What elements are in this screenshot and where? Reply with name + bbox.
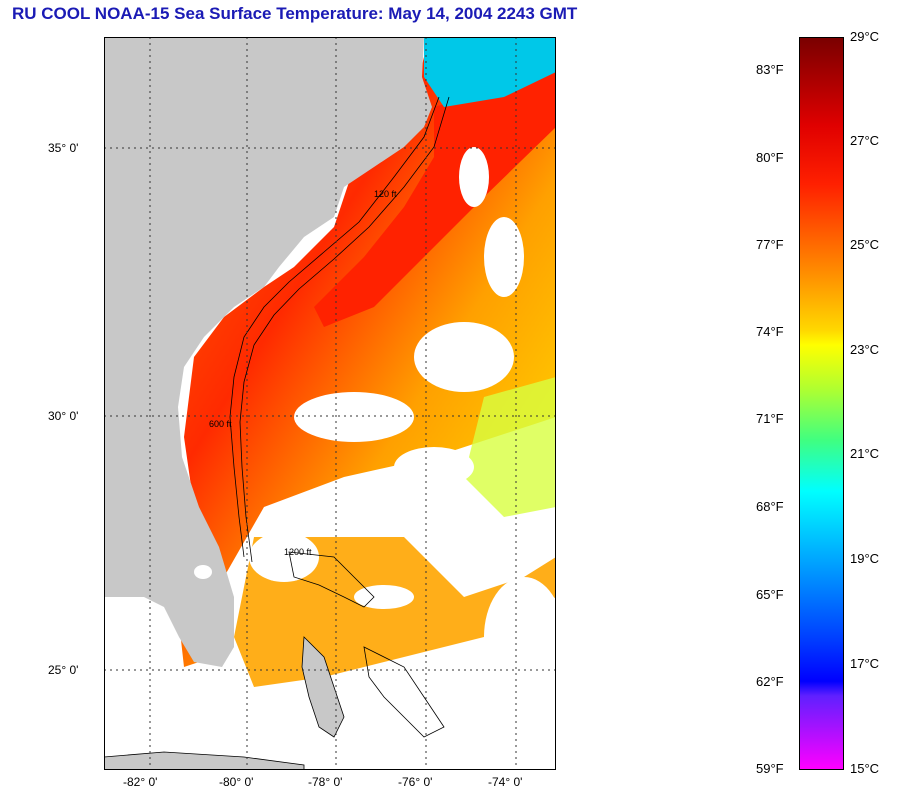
sst-map[interactable]: 120 ft 600 ft 1200 ft xyxy=(104,37,556,770)
f-label-77: 77°F xyxy=(756,237,784,252)
sst-cold-north xyxy=(424,37,556,107)
map-title: RU COOL NOAA-15 Sea Surface Temperature:… xyxy=(12,4,578,23)
c-label-17: 17°C xyxy=(850,656,880,671)
c-label-25: 25°C xyxy=(850,237,880,252)
f-label-71: 71°F xyxy=(756,411,784,426)
f-label-59: 59°F xyxy=(756,761,784,776)
bathymetry-contours xyxy=(229,96,450,563)
c-label-29: 29°C xyxy=(850,29,880,44)
cloud-cover xyxy=(214,147,556,770)
lon-label-76: -76° 0' xyxy=(398,775,433,789)
c-label-21: 21°C xyxy=(850,446,880,461)
c-label-27: 27°C xyxy=(850,133,880,148)
c-label-23: 23°C xyxy=(850,342,880,357)
lon-label-80: -80° 0' xyxy=(219,775,254,789)
map-frame xyxy=(104,37,556,770)
sst-gulfstream xyxy=(314,72,556,327)
lat-label-25: 25° 0' xyxy=(48,663,79,677)
color-scale-bar xyxy=(799,37,844,770)
graticule xyxy=(104,37,556,770)
f-label-65: 65°F xyxy=(756,587,784,602)
island-outlines xyxy=(104,551,445,770)
f-label-80: 80°F xyxy=(756,150,784,165)
contour-label-120: 120 ft xyxy=(374,189,397,199)
sst-east-green xyxy=(464,377,556,517)
lon-label-74: -74° 0' xyxy=(488,775,523,789)
lon-label-78: -78° 0' xyxy=(308,775,343,789)
c-label-15: 15°C xyxy=(850,761,880,776)
f-label-74: 74°F xyxy=(756,324,784,339)
f-label-83: 83°F xyxy=(756,62,784,77)
contour-label-1200: 1200 ft xyxy=(284,547,312,557)
lat-label-35: 35° 0' xyxy=(48,141,79,155)
lat-label-30: 30° 0' xyxy=(48,409,79,423)
contour-label-600: 600 ft xyxy=(209,419,232,429)
lake-okeechobee xyxy=(194,565,212,579)
lon-label-82: -82° 0' xyxy=(123,775,158,789)
f-label-62: 62°F xyxy=(756,674,784,689)
c-label-19: 19°C xyxy=(850,551,880,566)
land-us xyxy=(104,37,432,667)
sst-map-canvas: 120 ft 600 ft 1200 ft xyxy=(104,37,556,770)
f-label-68: 68°F xyxy=(756,499,784,514)
